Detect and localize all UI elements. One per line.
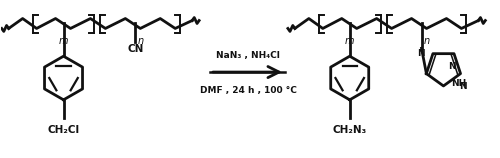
Text: NaN₃ , NH₄Cl: NaN₃ , NH₄Cl — [216, 51, 280, 60]
Text: N: N — [458, 82, 466, 91]
Text: N: N — [418, 49, 425, 58]
Text: CH₂N₃: CH₂N₃ — [332, 125, 367, 135]
Text: CH₂Cl: CH₂Cl — [48, 125, 80, 135]
Text: DMF , 24 h , 100 °C: DMF , 24 h , 100 °C — [200, 86, 296, 95]
Text: m: m — [59, 36, 69, 46]
Text: NH: NH — [452, 79, 466, 88]
Text: N: N — [448, 62, 456, 71]
Text: n: n — [424, 36, 430, 46]
Text: n: n — [137, 36, 143, 46]
Text: CN: CN — [127, 44, 144, 54]
Text: m: m — [345, 36, 354, 46]
